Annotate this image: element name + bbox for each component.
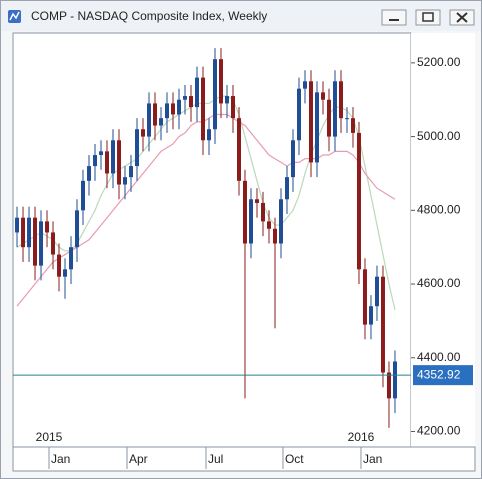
candle-body	[248, 199, 253, 244]
candle-body	[171, 103, 176, 115]
candle-body	[242, 180, 247, 244]
candle-body	[45, 221, 50, 233]
candle-body	[117, 140, 122, 185]
candle-body	[63, 269, 68, 277]
candle-body	[135, 129, 140, 167]
candle-body	[212, 59, 217, 130]
candle-body	[380, 276, 385, 373]
candle-body	[368, 306, 373, 325]
candle-body	[195, 77, 200, 108]
candle-body	[69, 247, 74, 270]
candle-body	[290, 140, 295, 178]
x-tick-label: Apr	[129, 452, 148, 466]
candle-body	[15, 217, 20, 233]
window-buttons[interactable]	[381, 9, 475, 26]
candle-body	[272, 228, 277, 244]
candle-body	[278, 199, 283, 244]
y-tick-label: 4400.00	[417, 350, 461, 364]
candle-body	[224, 96, 229, 104]
candle-body	[81, 180, 86, 211]
candle-body	[320, 92, 325, 100]
candle-body	[344, 118, 349, 120]
candle-body	[350, 118, 355, 133]
x-tick-label: Oct	[285, 452, 304, 466]
close-glyph	[456, 12, 468, 23]
candle-body	[159, 118, 164, 126]
x-axis-area	[12, 446, 476, 472]
candle-body	[99, 151, 104, 156]
candle-body	[338, 81, 343, 119]
candle-body	[302, 81, 307, 89]
candle-body	[236, 118, 241, 181]
candle-body	[141, 129, 146, 137]
candle-body	[201, 77, 206, 141]
candle-body	[27, 217, 32, 248]
candle-body	[356, 132, 361, 270]
candle-body	[111, 140, 116, 174]
plot-area	[12, 32, 412, 448]
candle-body	[129, 166, 134, 178]
last-price-label: 4352.92	[417, 367, 461, 381]
y-tick-label: 4200.00	[417, 424, 461, 438]
restore-button[interactable]	[415, 9, 441, 26]
candle-body	[326, 99, 331, 137]
candle-body	[254, 199, 259, 203]
candle-body	[332, 81, 337, 137]
y-tick-label: 5000.00	[417, 129, 461, 143]
moving-average-line	[16, 113, 396, 307]
minimize-button[interactable]	[381, 9, 407, 26]
candle-body	[183, 96, 188, 100]
year-label: 2015	[36, 430, 63, 444]
x-tick-label: Jan	[363, 452, 382, 466]
candle-body	[207, 129, 212, 141]
candle-body	[51, 232, 56, 255]
last-price-box	[413, 365, 473, 386]
candle-body	[33, 217, 38, 266]
moving-average-line	[16, 95, 396, 310]
candle-body	[177, 99, 182, 115]
candle-body	[230, 96, 235, 119]
y-tick-label: 4800.00	[417, 202, 461, 216]
y-tick-label: 4600.00	[417, 276, 461, 290]
candle-body	[386, 372, 391, 399]
x-tick-label: Jul	[208, 452, 223, 466]
candle-body	[308, 81, 313, 163]
candle-body	[266, 221, 271, 229]
candle-body	[165, 103, 170, 119]
candle-body	[314, 92, 319, 163]
candle-body	[284, 177, 289, 200]
candle-body	[392, 361, 397, 399]
window-title: COMP - NASDAQ Composite Index, Weekly	[31, 9, 267, 23]
candle-body	[189, 96, 194, 108]
candle-body	[21, 217, 26, 248]
restore-glyph	[422, 12, 434, 22]
candle-body	[105, 151, 110, 174]
candle-body	[75, 210, 80, 248]
x-tick-label: Jan	[51, 452, 70, 466]
candle-body	[39, 221, 44, 266]
candle-body	[260, 202, 265, 222]
icon-glyph	[9, 11, 20, 21]
year-label: 2016	[348, 430, 375, 444]
candle-body	[147, 103, 152, 137]
candle-body	[57, 254, 62, 277]
y-tick-label: 5200.00	[417, 55, 461, 69]
candle-body	[123, 177, 128, 185]
candle-body	[93, 155, 98, 167]
candle-body	[87, 166, 92, 181]
candle-body	[153, 103, 158, 126]
candle-body	[218, 59, 223, 104]
candle-body	[374, 276, 379, 307]
candle-body	[362, 269, 367, 325]
candle-body	[296, 88, 301, 141]
